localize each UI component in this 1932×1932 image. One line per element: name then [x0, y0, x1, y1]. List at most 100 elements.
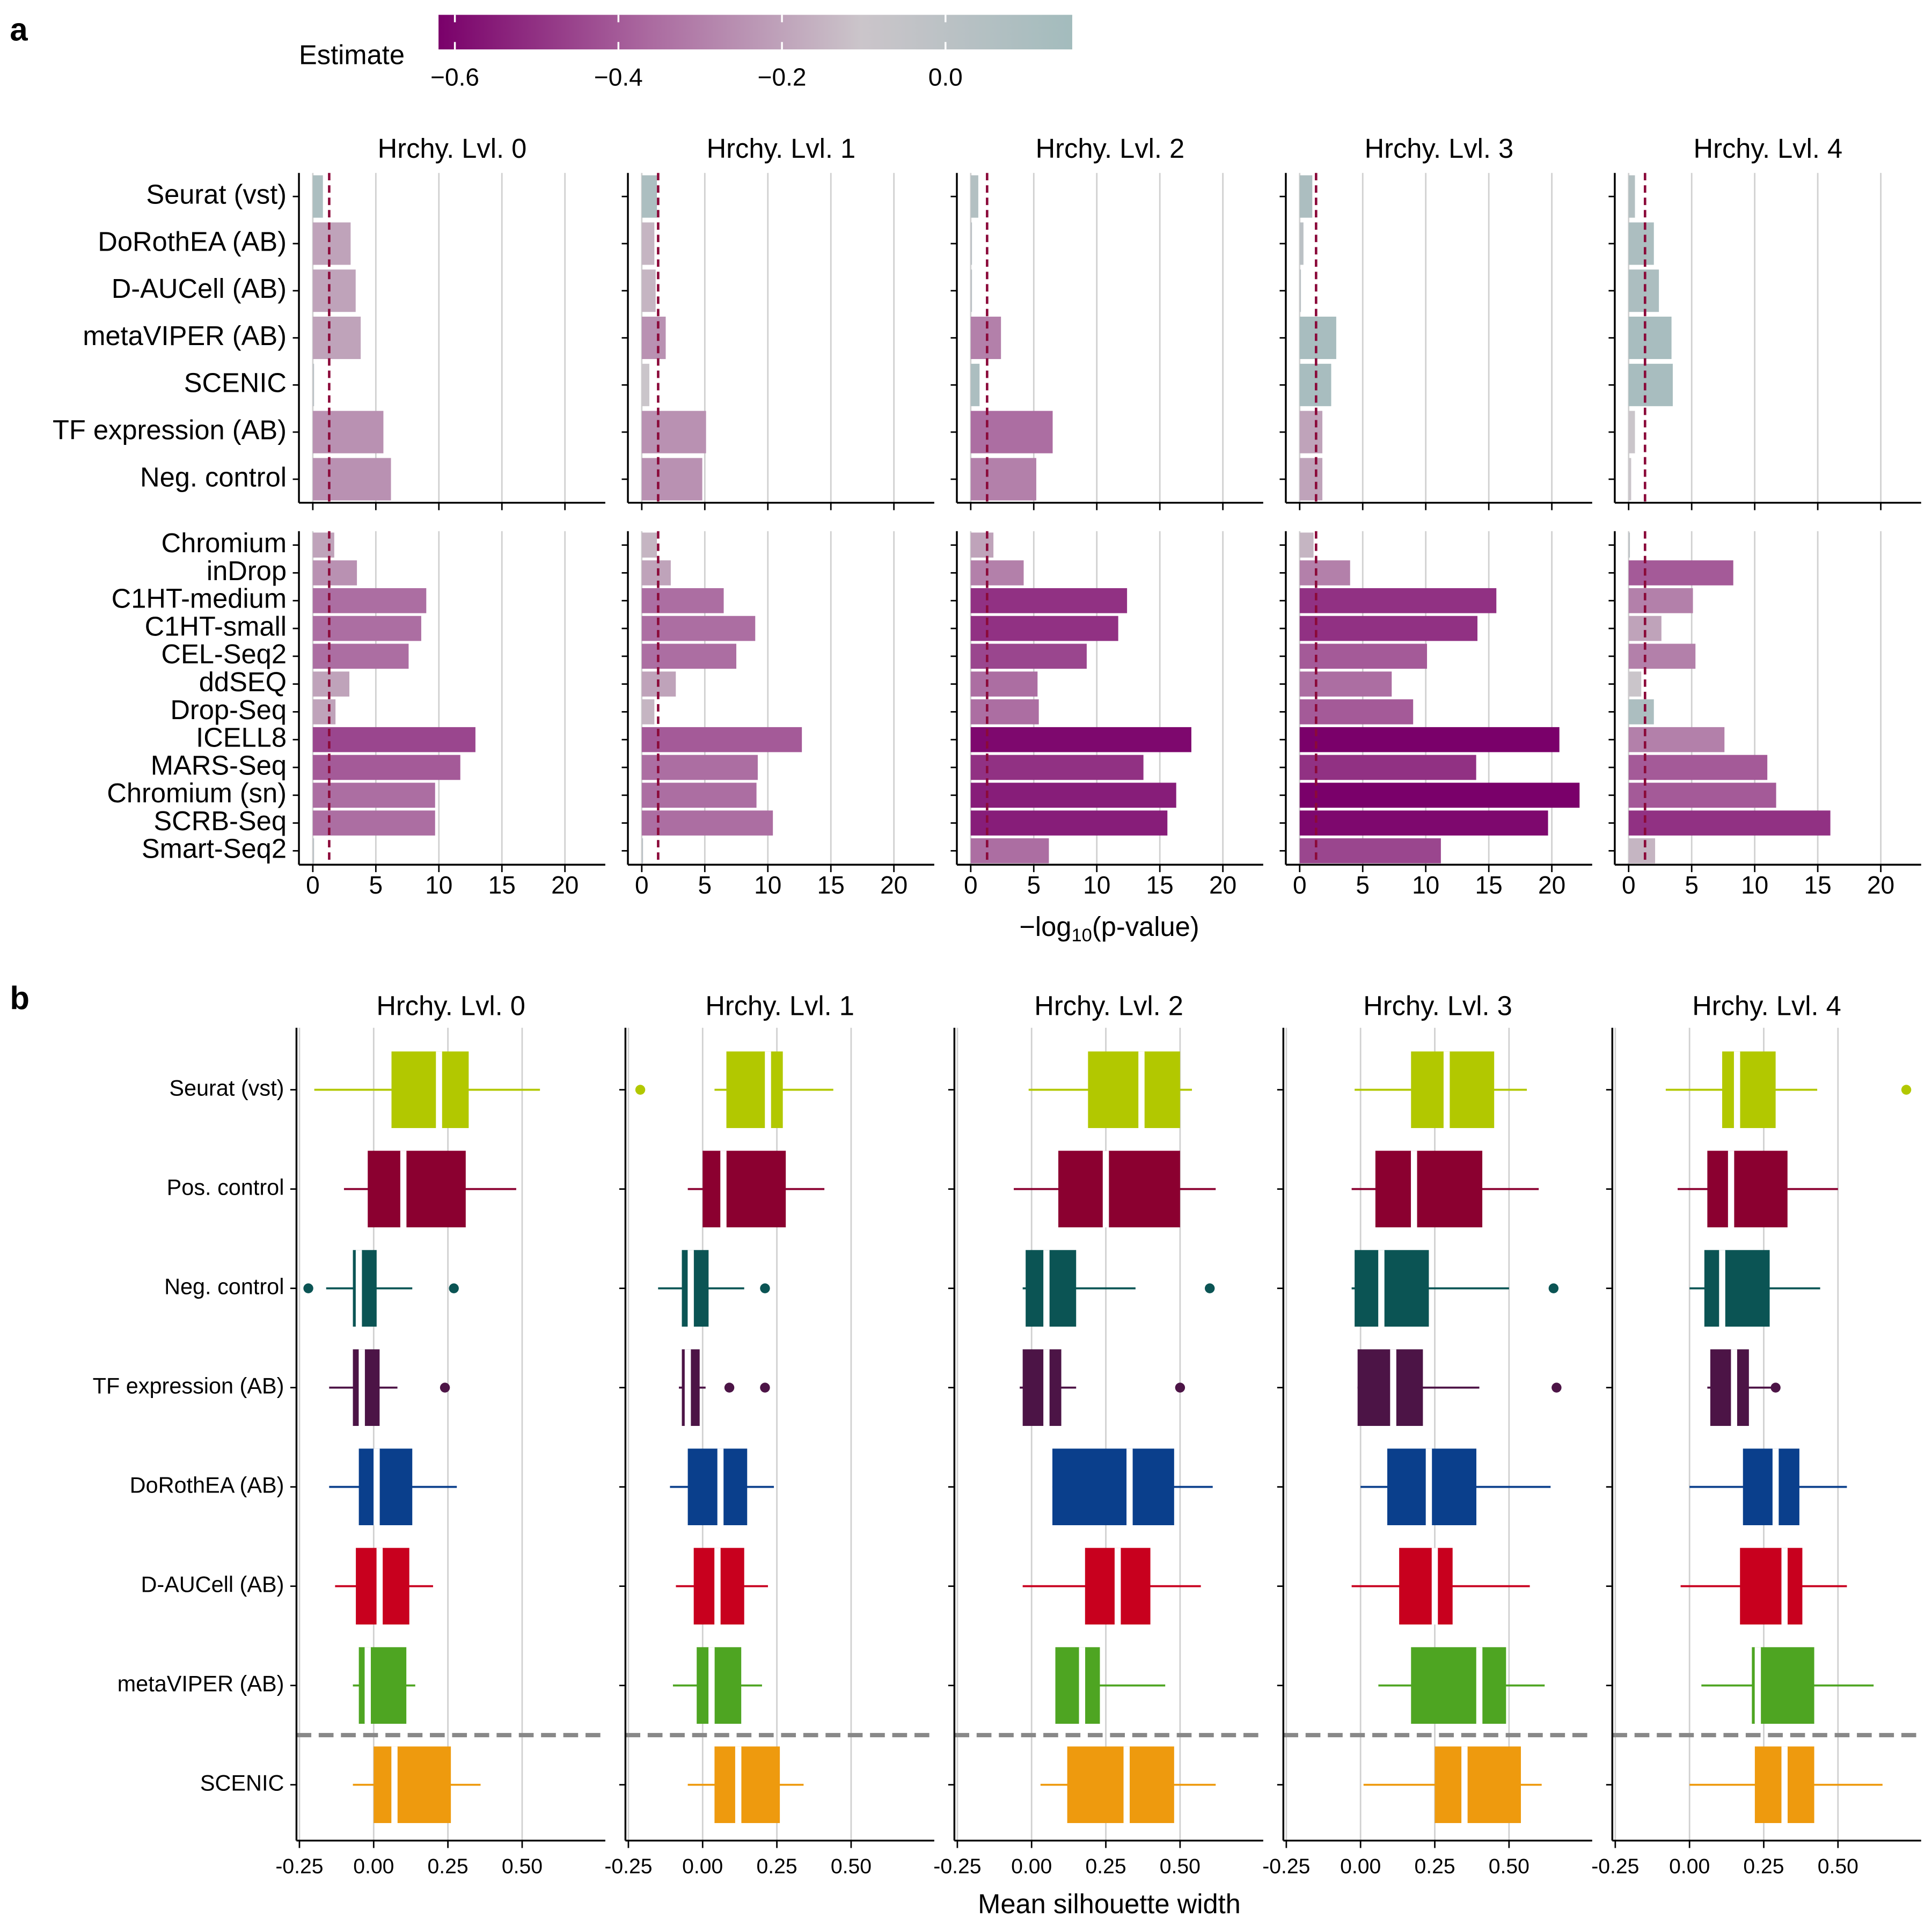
box — [1710, 1349, 1749, 1426]
colorbar-tick-label: −0.4 — [594, 63, 643, 91]
bar — [970, 222, 972, 265]
x-tick-label: 20 — [1209, 871, 1236, 899]
box — [358, 1448, 413, 1525]
y-tick-label: C1HT-small — [145, 611, 287, 641]
x-tick-label: 5 — [1685, 871, 1699, 899]
bar — [1628, 643, 1696, 669]
x-tick-label: 20 — [880, 871, 908, 899]
bar — [970, 269, 972, 312]
bar — [312, 363, 314, 406]
bar — [641, 560, 671, 586]
bar — [1299, 175, 1313, 218]
facet-title: Hrchy. Lvl. 1 — [707, 133, 856, 164]
bar — [970, 317, 1001, 360]
x-tick-label: 0.50 — [831, 1855, 872, 1878]
bar — [970, 643, 1087, 669]
bar — [1299, 269, 1301, 312]
x-tick-label: 0.25 — [1743, 1855, 1784, 1878]
x-tick-label: -0.25 — [604, 1855, 652, 1878]
x-tick-label: 10 — [754, 871, 781, 899]
x-tick-label: 0.25 — [1414, 1855, 1455, 1878]
x-tick-label: 0.50 — [1489, 1855, 1529, 1878]
box — [1022, 1349, 1062, 1426]
colorbar-tick-label: −0.2 — [758, 63, 807, 91]
outlier — [1901, 1085, 1912, 1095]
bar — [1299, 838, 1441, 863]
bar — [312, 671, 349, 697]
x-label-part: (p-value) — [1092, 911, 1199, 942]
y-tick-label: DoRothEA (AB) — [98, 226, 287, 257]
y-tick-label: SCENIC — [200, 1770, 284, 1796]
box — [1026, 1250, 1077, 1327]
box — [1704, 1250, 1770, 1327]
bar — [312, 317, 361, 360]
x-tick-label: 15 — [1804, 871, 1832, 899]
bar — [970, 560, 1024, 586]
outlier — [1548, 1283, 1559, 1293]
colorbar — [438, 14, 1072, 50]
bar — [1299, 755, 1476, 780]
facet-title: Hrchy. Lvl. 3 — [1365, 133, 1514, 164]
x-label-sub: 10 — [1071, 925, 1092, 946]
x-tick-label: 10 — [425, 871, 452, 899]
bar — [1299, 411, 1323, 453]
bar — [312, 727, 475, 752]
x-tick-label: -0.25 — [1591, 1855, 1639, 1878]
bar — [970, 699, 1039, 724]
bar — [641, 222, 655, 265]
x-tick-label: 10 — [1083, 871, 1110, 899]
box — [702, 1151, 786, 1227]
bar — [1628, 782, 1776, 808]
bar — [641, 363, 649, 406]
bar — [1628, 838, 1656, 863]
y-tick-label: Chromium (sn) — [107, 778, 287, 808]
box — [1052, 1448, 1174, 1525]
x-tick-label: 0 — [1293, 871, 1307, 899]
x-tick-label: 15 — [1475, 871, 1503, 899]
outlier — [724, 1382, 735, 1393]
outlier — [635, 1085, 646, 1095]
y-tick-label: D-AUCell (AB) — [112, 273, 287, 304]
bar — [1628, 810, 1831, 836]
bar — [641, 810, 773, 836]
y-tick-label: Pos. control — [167, 1175, 284, 1200]
bar — [1299, 317, 1336, 360]
y-tick-label: D-AUCell (AB) — [141, 1572, 284, 1597]
facet-title: Hrchy. Lvl. 2 — [1034, 991, 1183, 1021]
y-tick-label: DoRothEA (AB) — [130, 1473, 284, 1498]
box — [1355, 1250, 1429, 1327]
bar — [1299, 727, 1560, 752]
bar — [970, 532, 994, 558]
facet-title: Hrchy. Lvl. 3 — [1363, 991, 1512, 1021]
y-tick-label: Smart-Seq2 — [142, 833, 287, 864]
x-tick-label: 0 — [306, 871, 320, 899]
colorbar-tick-label: −0.6 — [430, 63, 479, 91]
y-tick-label: metaVIPER (AB) — [118, 1671, 284, 1696]
x-tick-label: 0.00 — [682, 1855, 723, 1878]
x-tick-label: 0 — [964, 871, 978, 899]
bar — [1628, 175, 1635, 218]
y-tick-label: TF expression (AB) — [53, 415, 287, 445]
bar — [641, 269, 656, 312]
box — [1740, 1548, 1803, 1624]
bar — [641, 616, 756, 641]
box — [714, 1746, 780, 1824]
bar — [970, 458, 1036, 501]
bar — [1628, 411, 1635, 453]
bar — [641, 588, 724, 613]
bar — [312, 411, 384, 453]
bar — [312, 699, 336, 724]
bar — [641, 643, 737, 669]
y-tick-label: inDrop — [207, 555, 287, 586]
bar — [641, 532, 657, 558]
x-tick-label: 0.25 — [757, 1855, 797, 1878]
outlier — [760, 1382, 770, 1393]
bar — [970, 838, 1049, 863]
box — [697, 1647, 742, 1724]
outlier — [1770, 1382, 1781, 1393]
box — [1743, 1448, 1799, 1525]
bar — [1628, 269, 1659, 312]
y-tick-label: Neg. control — [140, 462, 287, 492]
x-tick-label: 0.50 — [502, 1855, 543, 1878]
x-tick-label: 20 — [1538, 871, 1565, 899]
